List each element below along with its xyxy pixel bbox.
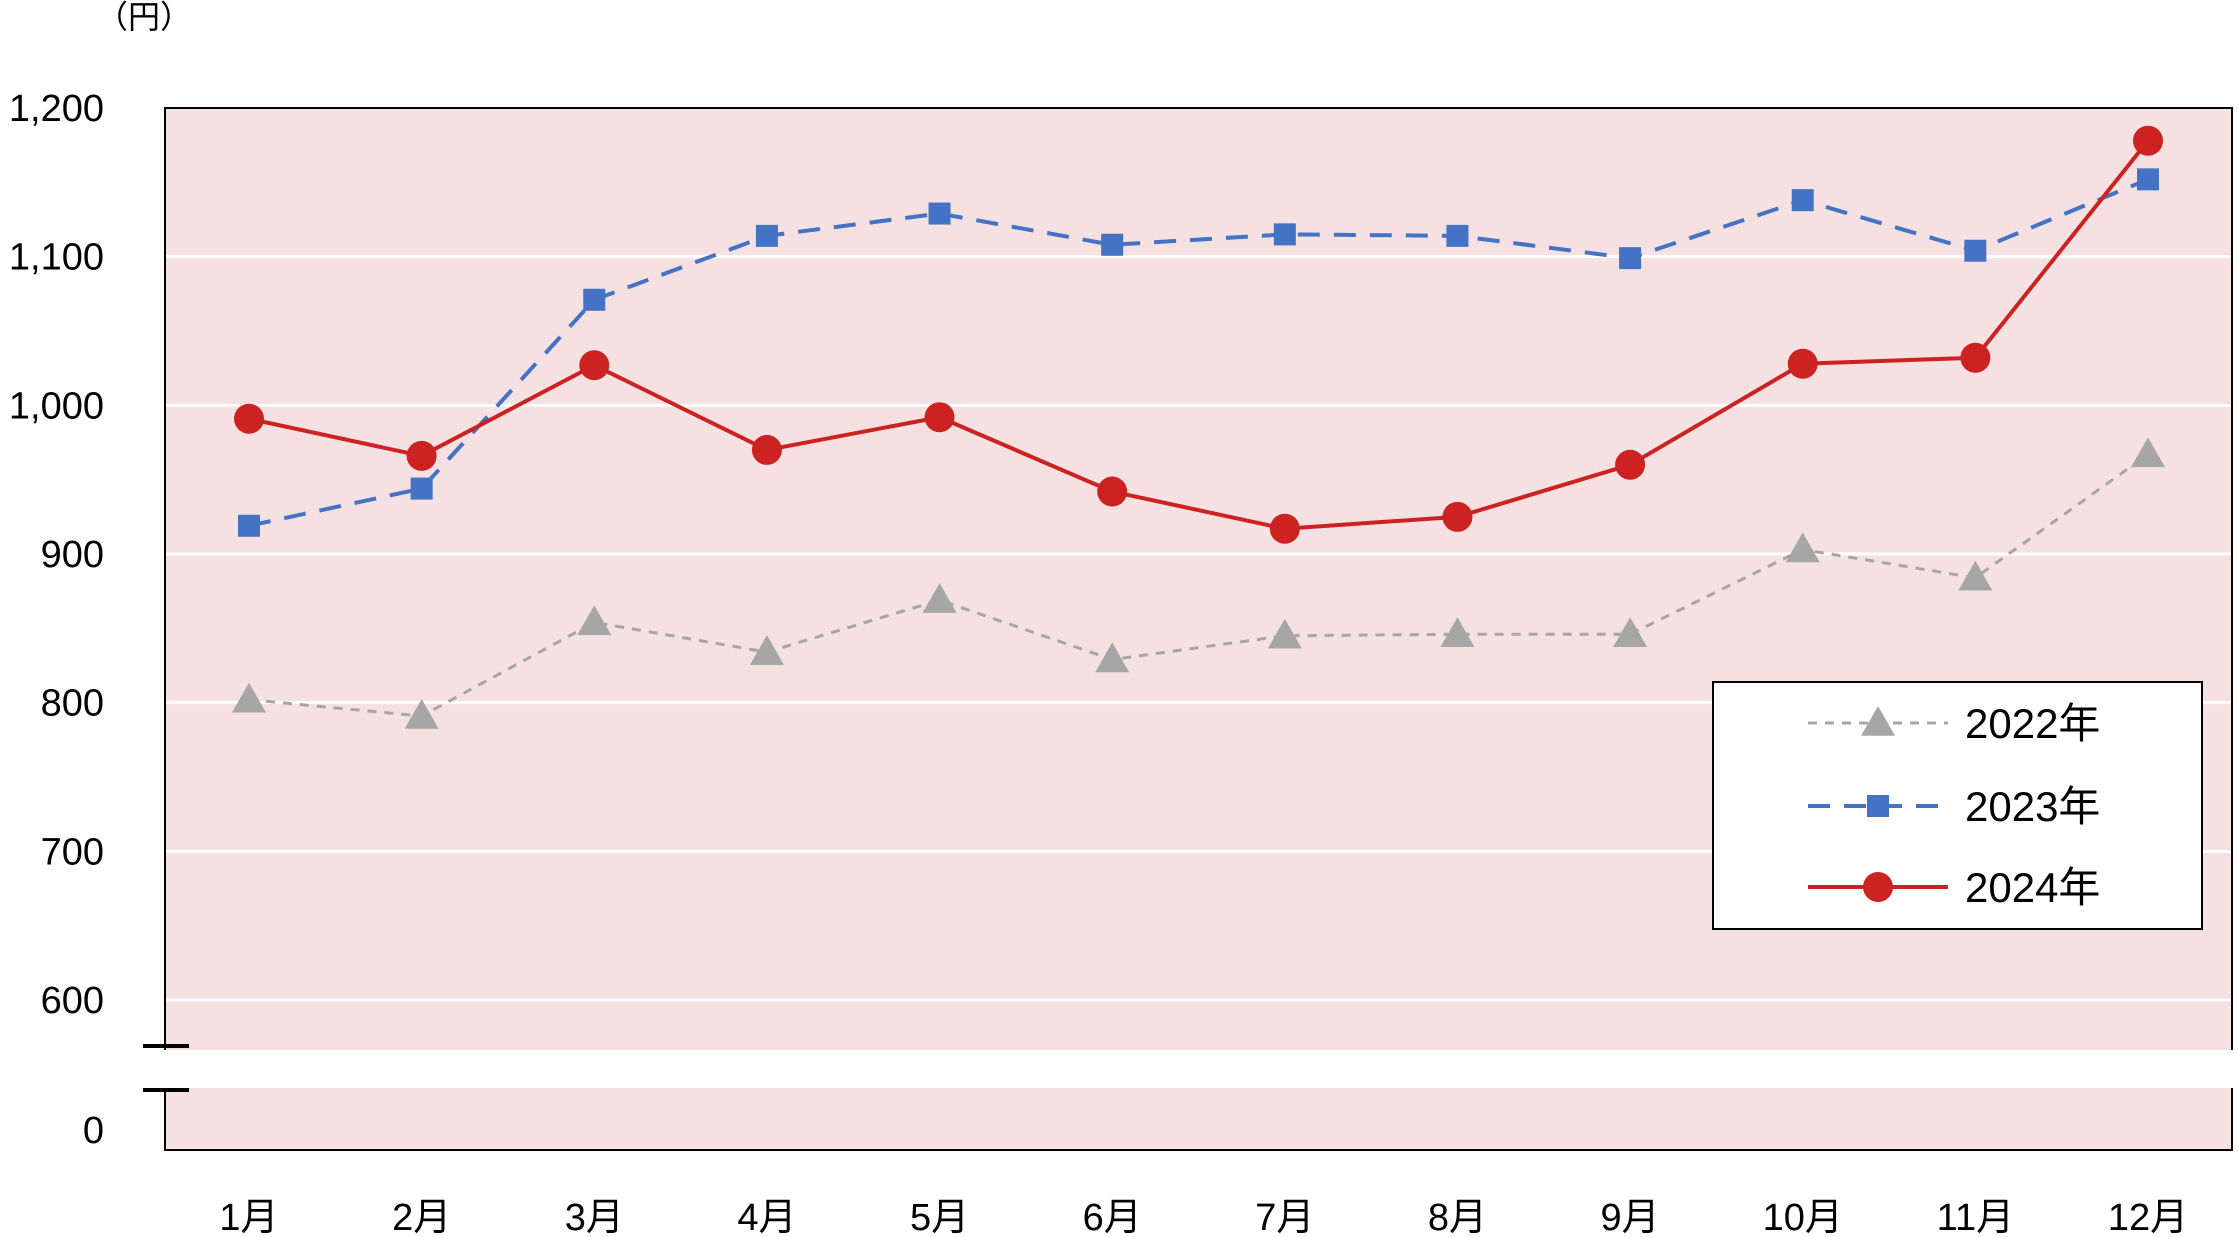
axis-break-band bbox=[140, 1050, 2238, 1088]
data-point bbox=[1785, 532, 1820, 563]
y-tick-label: 900 bbox=[41, 534, 104, 576]
series-0 bbox=[232, 437, 2165, 729]
y-tick-label: 700 bbox=[41, 831, 104, 873]
data-point bbox=[2133, 125, 2163, 156]
data-point bbox=[577, 605, 612, 636]
data-point bbox=[1964, 239, 1987, 262]
data-point bbox=[1960, 342, 1991, 373]
series-line bbox=[248, 177, 2149, 528]
data-point bbox=[1101, 233, 1124, 256]
data-point bbox=[749, 635, 784, 665]
y-axis-labels: 0 600 700 800 900 1,000 1,100 1,200 bbox=[9, 88, 104, 1152]
x-tick-label: 5月 bbox=[910, 1197, 969, 1237]
data-point bbox=[232, 682, 266, 713]
data-point bbox=[755, 224, 778, 247]
data-point bbox=[1097, 476, 1128, 507]
x-axis-labels: 1月 2月 3月 4月 5月 6月 7月 8月 9月 10月 11月 12月 bbox=[219, 1197, 2188, 1237]
x-tick-label: 1月 bbox=[219, 1197, 278, 1237]
x-tick-label: 10月 bbox=[1763, 1197, 1843, 1237]
data-point bbox=[406, 440, 437, 471]
data-point bbox=[1787, 348, 1818, 379]
series-line bbox=[248, 139, 2150, 531]
data-point bbox=[1442, 501, 1473, 532]
legend-marker bbox=[1867, 795, 1889, 817]
data-point bbox=[1269, 513, 1300, 544]
legend-label: 2024年 bbox=[1965, 864, 2100, 911]
x-tick-label: 7月 bbox=[1255, 1197, 1314, 1237]
data-point bbox=[1446, 224, 1469, 247]
legend-label: 2022年 bbox=[1965, 700, 2100, 747]
data-point bbox=[234, 403, 264, 434]
data-point bbox=[1613, 617, 1648, 648]
y-axis-unit: （円） bbox=[96, 0, 192, 35]
data-point bbox=[1958, 560, 1993, 591]
data-point bbox=[922, 583, 957, 613]
data-point bbox=[1267, 618, 1302, 649]
x-tick-label: 2月 bbox=[392, 1197, 451, 1237]
data-point bbox=[1440, 617, 1475, 648]
x-tick-label: 8月 bbox=[1428, 1197, 1487, 1237]
legend: 2022年 2023年 2024年 bbox=[1712, 681, 2203, 930]
x-tick-label: 12月 bbox=[2108, 1197, 2188, 1237]
series-2 bbox=[234, 125, 2163, 544]
x-tick-label: 6月 bbox=[1083, 1197, 1142, 1237]
data-point bbox=[924, 402, 955, 433]
plot-border bbox=[164, 108, 2233, 1150]
legend-marker bbox=[1861, 706, 1895, 736]
legend-marker bbox=[1863, 872, 1893, 902]
data-point bbox=[1095, 642, 1130, 673]
data-point bbox=[1615, 449, 1646, 480]
series-1 bbox=[238, 168, 2159, 537]
x-tick-label: 3月 bbox=[565, 1197, 624, 1237]
data-point bbox=[410, 477, 433, 500]
plot-area bbox=[164, 107, 2233, 1151]
x-tick-label: 9月 bbox=[1601, 1197, 1660, 1237]
y-tick-label: 800 bbox=[41, 683, 104, 725]
data-point bbox=[928, 202, 951, 225]
data-point bbox=[2131, 437, 2165, 468]
x-tick-label: 11月 bbox=[1937, 1197, 2014, 1237]
y-tick-label: 600 bbox=[41, 980, 104, 1022]
legend-box bbox=[1712, 681, 2203, 930]
data-point bbox=[1273, 223, 1296, 246]
data-point bbox=[1791, 189, 1814, 212]
y-tick-label: 0 bbox=[83, 1110, 104, 1152]
x-tick-label: 4月 bbox=[737, 1197, 796, 1237]
y-tick-label: 1,000 bbox=[9, 385, 104, 427]
data-point bbox=[583, 288, 606, 311]
series-layer bbox=[232, 125, 2165, 729]
legend-label: 2023年 bbox=[1965, 783, 2100, 830]
data-point bbox=[2137, 168, 2159, 191]
y-tick-label: 1,200 bbox=[9, 88, 104, 130]
data-point bbox=[579, 350, 610, 381]
data-point bbox=[751, 434, 782, 465]
y-tick-label: 1,100 bbox=[9, 237, 104, 279]
data-point bbox=[1619, 247, 1642, 270]
data-point bbox=[238, 514, 260, 537]
data-point bbox=[404, 699, 439, 729]
gridlines bbox=[165, 255, 2232, 1002]
